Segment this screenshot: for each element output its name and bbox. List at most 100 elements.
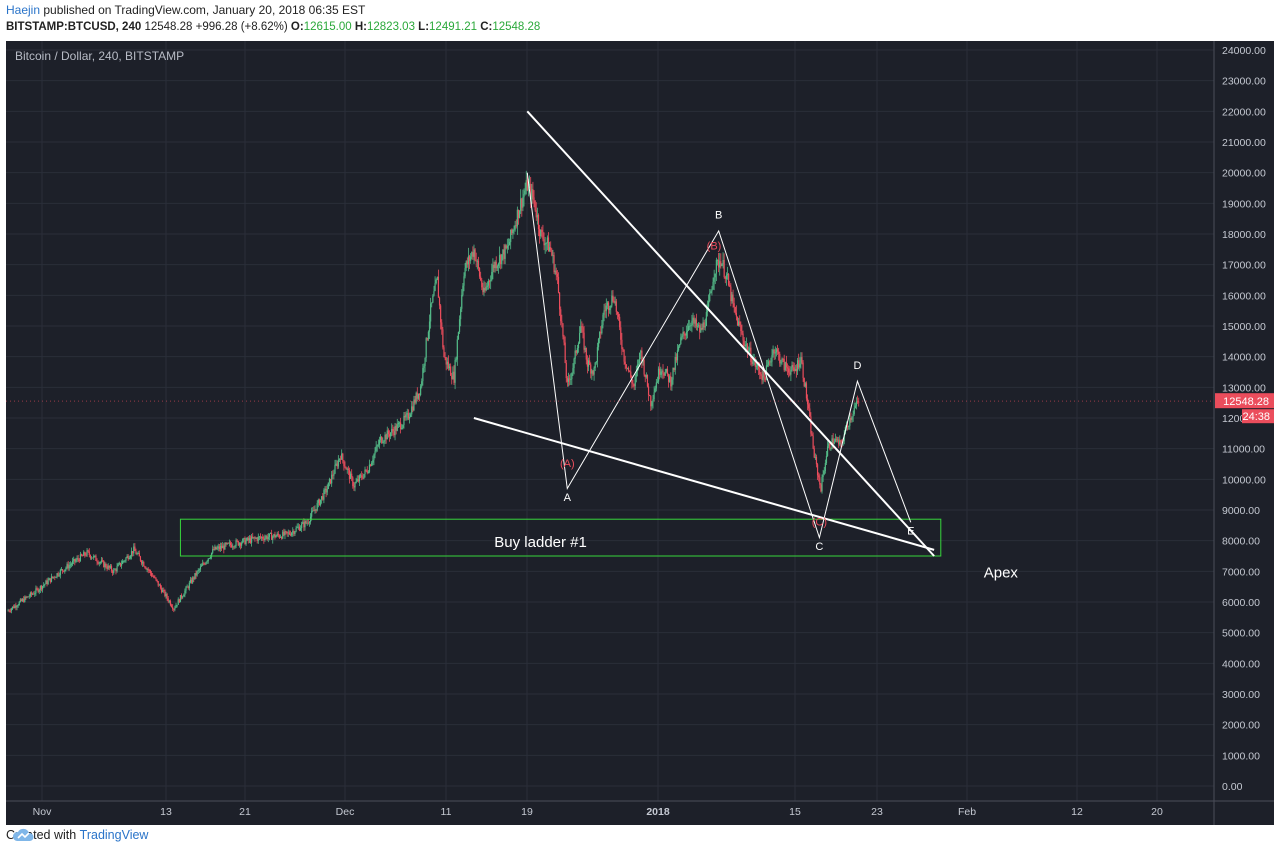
candle-body	[382, 442, 384, 444]
candle-body	[305, 521, 307, 524]
candle-body	[257, 536, 259, 541]
candle-body	[185, 586, 187, 591]
tradingview-link[interactable]: TradingView	[79, 828, 149, 842]
y-tick-label: 8000.00	[1222, 536, 1260, 548]
candle-body	[285, 531, 287, 533]
candle-body	[722, 259, 724, 265]
candle-body	[362, 477, 364, 479]
candle-body	[109, 566, 112, 568]
candle-body	[272, 536, 274, 540]
candle-body	[304, 521, 306, 528]
candle-body	[571, 373, 573, 380]
price-chart[interactable]: A B C D E (A) (B) (C) Buy ladder #1 Apex 24000.00…	[6, 41, 1274, 825]
candle-body	[681, 335, 683, 338]
chart-canvas[interactable]: A B C D E (A) (B) (C) Buy ladder #1 Apex 24000.00…	[6, 41, 1274, 825]
candle-body	[254, 537, 256, 539]
candle-body	[502, 249, 504, 255]
candle-body	[57, 573, 59, 576]
candle-body	[351, 473, 353, 478]
candle-body	[358, 475, 361, 482]
candle-body	[484, 288, 486, 291]
candle-body	[136, 553, 138, 555]
candle-body	[572, 368, 574, 374]
candle-body	[328, 478, 331, 483]
candle-body	[848, 425, 850, 427]
candle-body	[83, 552, 85, 556]
candle-body	[815, 456, 818, 465]
candle-body	[128, 557, 130, 560]
candle-body	[856, 401, 859, 403]
candle-body	[374, 451, 376, 455]
x-tick-label: Nov	[33, 806, 52, 818]
wave-line[interactable]	[526, 172, 912, 540]
candle-body	[150, 573, 153, 576]
candle-body	[626, 367, 629, 369]
candle-body	[184, 590, 186, 596]
candle-body	[599, 331, 601, 339]
candle-body	[183, 595, 185, 597]
candle-body	[640, 350, 642, 353]
candle-body	[803, 378, 805, 387]
candle-body	[138, 553, 140, 557]
candle-body	[778, 351, 780, 354]
candle-body	[23, 599, 25, 602]
candle-body	[430, 303, 432, 322]
candle-body	[84, 552, 86, 556]
candle-body	[749, 347, 751, 352]
buy-ladder-box[interactable]	[179, 518, 942, 557]
candle-body	[106, 567, 108, 569]
candle-body	[580, 326, 582, 334]
candle-body	[475, 260, 477, 262]
candle-body	[639, 352, 641, 365]
candle-body	[172, 606, 174, 610]
candle-body	[834, 438, 836, 442]
lower-trendline[interactable]	[473, 417, 935, 551]
candle-body	[653, 392, 655, 400]
candle-body	[496, 265, 498, 269]
candle-body	[468, 256, 471, 261]
candle-body	[365, 469, 367, 471]
candle-body	[302, 522, 304, 524]
candle-body	[830, 448, 832, 450]
price-tag-box	[1215, 393, 1274, 409]
candle-body	[372, 460, 374, 463]
candle-body	[252, 536, 254, 539]
y-tick-label: 15000.00	[1222, 321, 1266, 333]
candle-body	[679, 343, 681, 347]
candle-body	[78, 559, 80, 562]
candle-body	[144, 566, 146, 568]
candle-body	[577, 343, 580, 349]
candle-body	[203, 563, 205, 565]
candle-body	[293, 530, 295, 535]
candle-body	[603, 310, 605, 315]
candle-body	[425, 338, 427, 358]
candle-body	[443, 347, 445, 357]
candle-body	[814, 456, 816, 458]
candle-body	[145, 567, 147, 570]
candle-body	[90, 557, 93, 559]
candle-body	[821, 477, 823, 492]
upper-trendline[interactable]	[526, 110, 935, 557]
candle-body	[123, 560, 125, 562]
candle-body	[75, 560, 77, 562]
candle-body	[513, 229, 515, 231]
candle-body	[235, 540, 237, 547]
ohlc-bar: BITSTAMP:BTCUSD, 240 12548.28 +996.28 (+…	[6, 21, 540, 33]
candle-body	[646, 374, 649, 387]
candle-body	[403, 415, 405, 425]
y-tick-label: 3000.00	[1222, 689, 1260, 701]
candle-body	[634, 376, 636, 387]
author-link[interactable]: Haejin	[6, 3, 41, 17]
candle-body	[102, 560, 104, 562]
candle-body	[397, 422, 399, 425]
candle-body	[60, 569, 63, 571]
candle-body	[269, 533, 272, 534]
candle-body	[338, 458, 341, 460]
candle-body	[813, 448, 815, 458]
candle-body	[352, 477, 354, 487]
candle-body	[820, 484, 822, 492]
candle-body	[251, 536, 253, 543]
candle-body	[82, 555, 84, 557]
candle-body	[368, 464, 371, 472]
candle-body	[61, 569, 64, 571]
